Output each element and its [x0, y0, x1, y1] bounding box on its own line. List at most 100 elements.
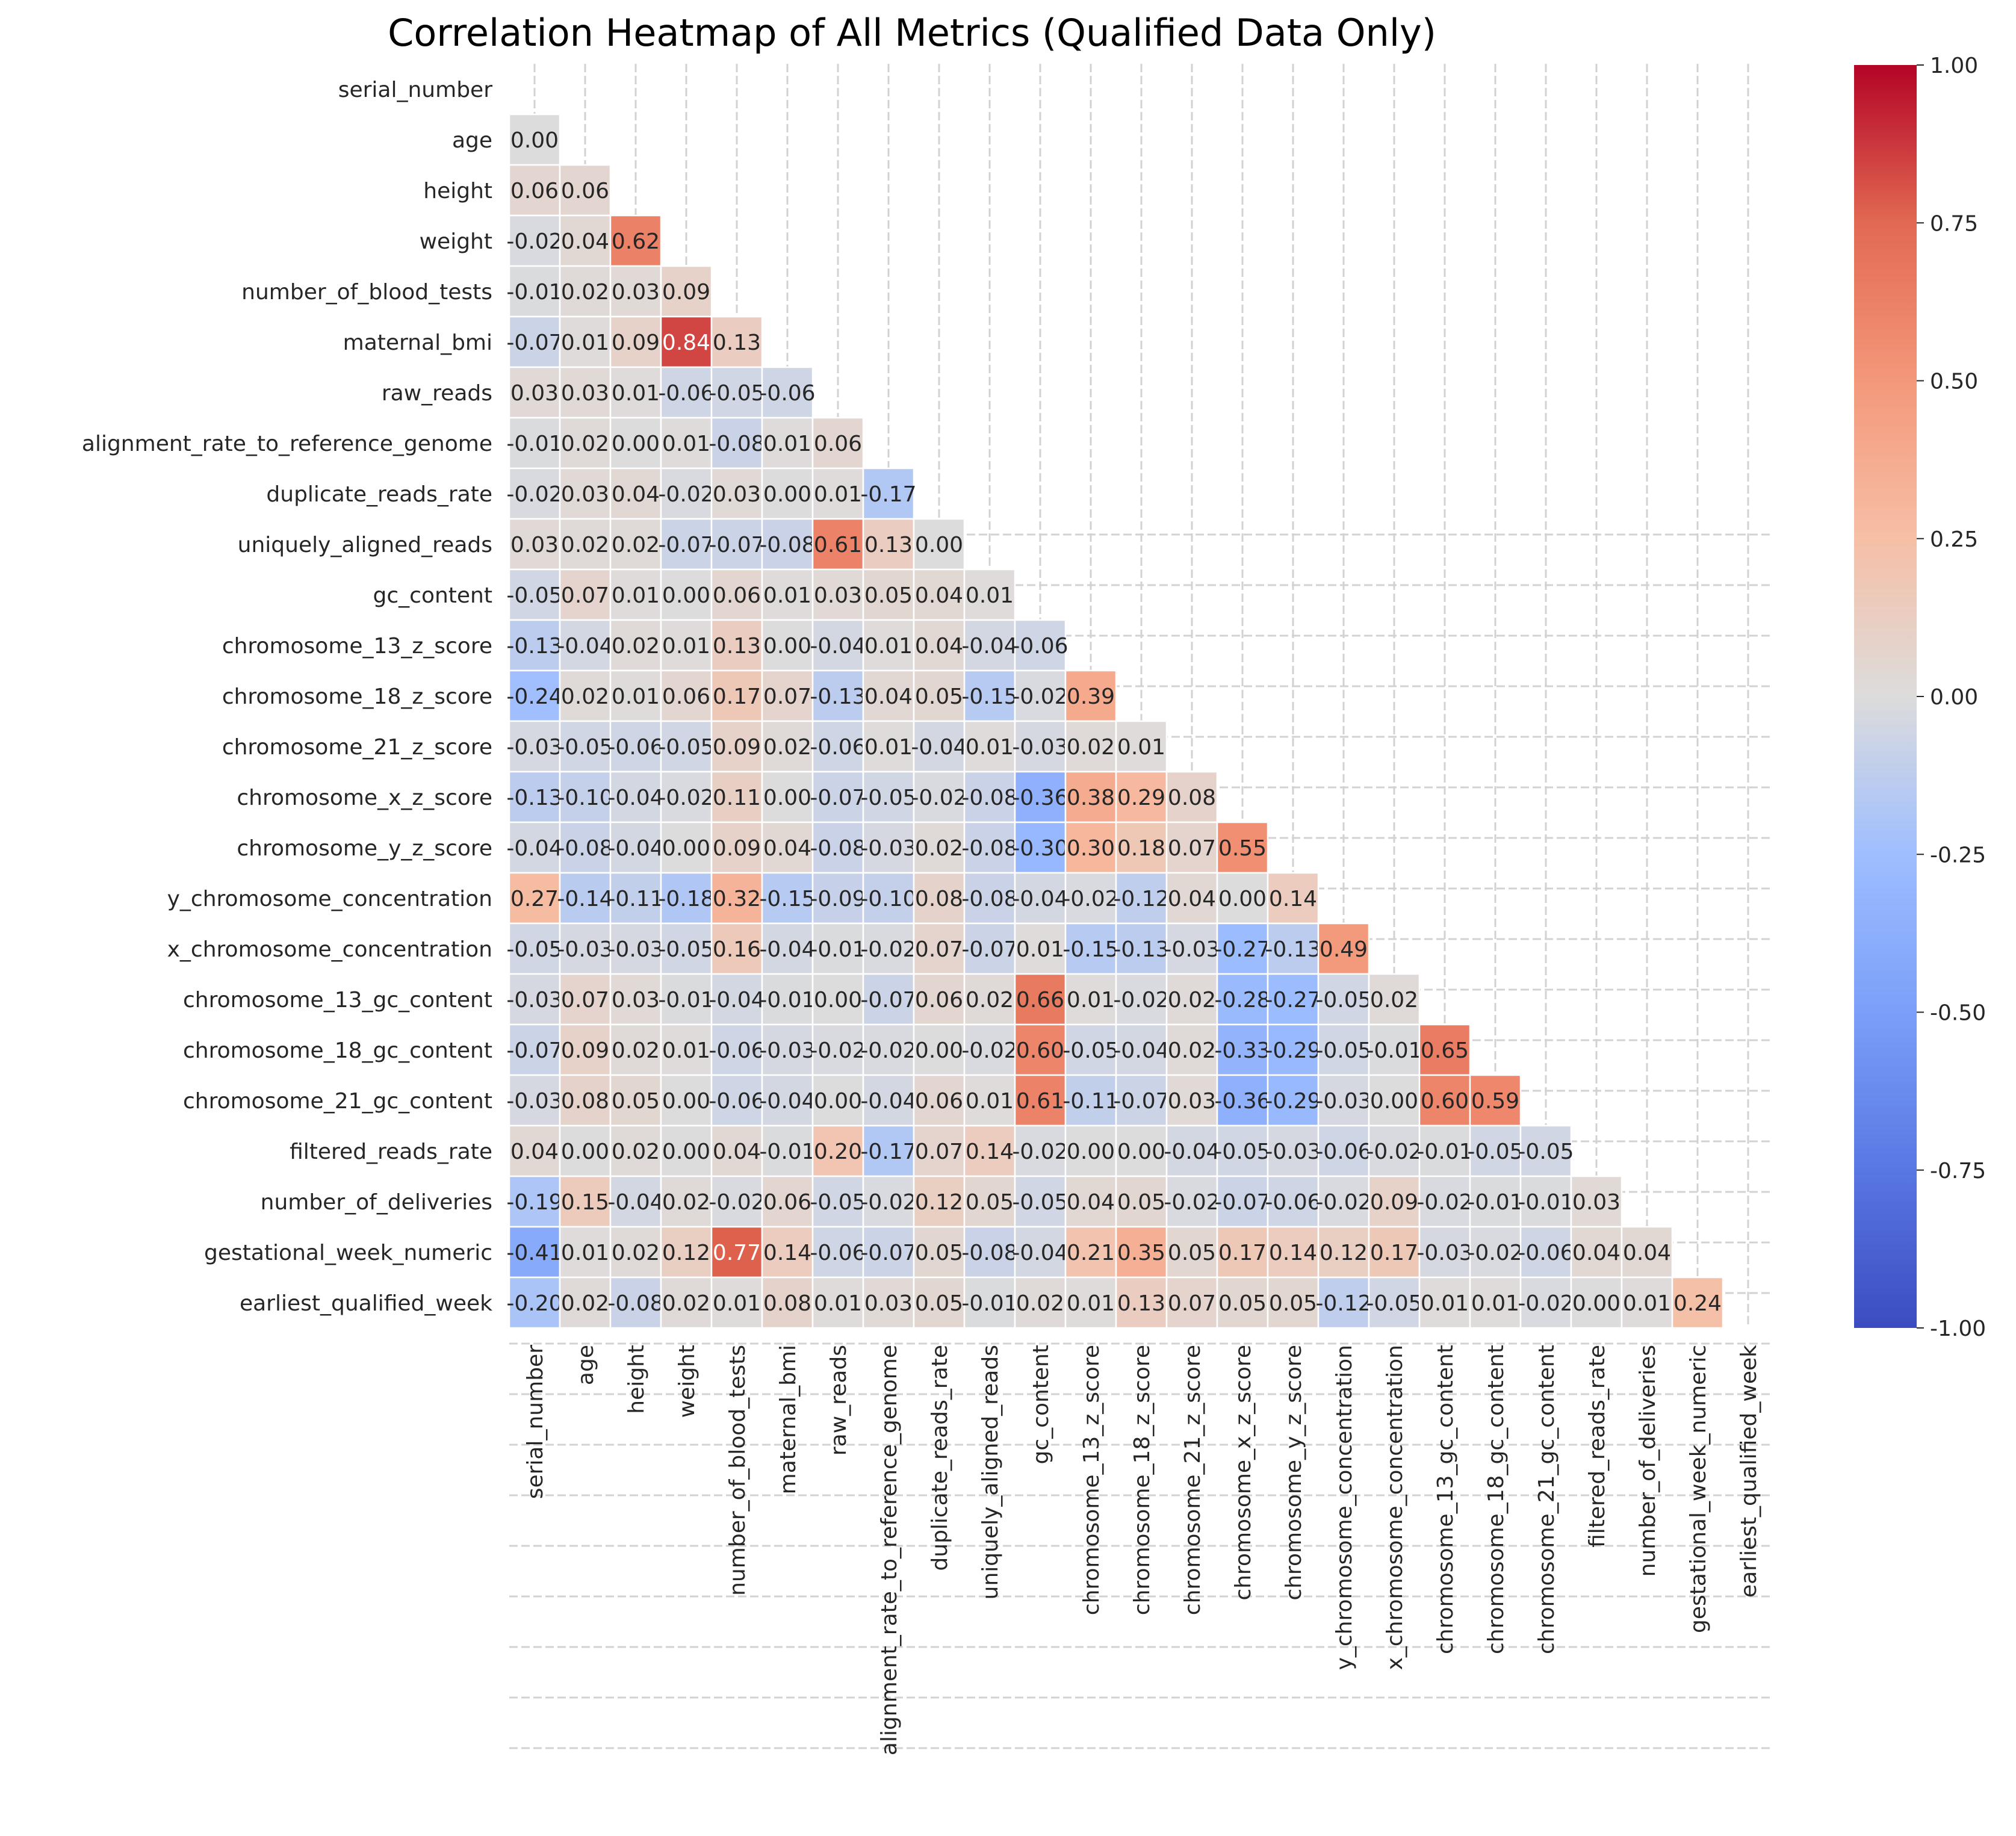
cell-value-label: -0.13 [506, 634, 562, 659]
row-label: chromosome_13_gc_content [183, 988, 492, 1013]
cell-value-label: -0.30 [1012, 836, 1068, 861]
cell-value-label: 0.09 [713, 735, 761, 760]
heatmap-cell [1267, 1226, 1320, 1279]
heatmap-cell [710, 1276, 763, 1329]
heatmap-cell [1570, 1175, 1623, 1228]
heatmap-cell [811, 619, 864, 672]
heatmap-cell [559, 315, 612, 368]
heatmap-cell [1115, 1023, 1168, 1076]
cell-value-label: -0.05 [658, 735, 714, 760]
heatmap-cell [963, 1023, 1016, 1076]
cell-value-label: -0.01 [759, 1140, 815, 1164]
cell-value-label: 0.02 [966, 988, 1014, 1013]
cell-value-label: 0.03 [1168, 1089, 1216, 1114]
cell-value-label: 0.02 [1016, 1291, 1064, 1316]
heatmap-cell [660, 821, 713, 874]
heatmap-cell [913, 518, 966, 571]
heatmap-cell [609, 568, 662, 621]
cell-value-label: 0.00 [612, 432, 660, 456]
cell-value-label: -0.29 [1265, 1089, 1321, 1114]
cell-value-label: 0.14 [763, 1241, 811, 1265]
heatmap-cell [559, 265, 612, 318]
cell-value-label: 0.05 [915, 1291, 963, 1316]
heatmap-cell [913, 1074, 966, 1127]
row-label: serial_number [338, 78, 492, 102]
cell-value-label: 0.17 [1218, 1241, 1267, 1265]
cell-value-label: 0.09 [713, 836, 761, 861]
heatmap-cell [559, 214, 612, 267]
heatmap-cell [963, 1175, 1016, 1228]
cell-value-label: 0.02 [561, 684, 609, 709]
heatmap-cell [1165, 1124, 1218, 1177]
heatmap-cell [1216, 1074, 1269, 1127]
cell-value-label: 0.06 [814, 432, 862, 456]
cell-value-label: 0.04 [915, 634, 963, 659]
cell-value-label: -0.17 [860, 1140, 916, 1164]
cell-value-label: 0.01 [1016, 937, 1064, 962]
heatmap-cell [508, 922, 561, 975]
cell-value-label: -0.17 [860, 482, 916, 507]
cell-value-label: 0.02 [915, 836, 963, 861]
cell-value-label: 0.04 [612, 482, 660, 507]
heatmap-cell [913, 821, 966, 874]
heatmap-cell [1469, 1175, 1522, 1228]
cell-value-label: 0.01 [662, 1038, 710, 1063]
heatmap-cell [761, 771, 814, 823]
cell-value-label: 0.30 [1067, 836, 1115, 861]
cell-value-label: -0.07 [1113, 1089, 1169, 1114]
row-label: height [423, 179, 492, 203]
heatmap-cell [1368, 973, 1421, 1026]
heatmap-cell [811, 872, 864, 925]
cell-value-label: 0.02 [612, 533, 660, 557]
row-label: gestational_week_numeric [204, 1241, 492, 1265]
column-label: duplicate_reads_rate [928, 1345, 952, 1571]
heatmap-cell [913, 1175, 966, 1228]
cell-value-label: -0.07 [810, 786, 866, 810]
cell-value-label: 0.01 [763, 583, 811, 608]
cell-value-label: 0.01 [612, 381, 660, 406]
cell-value-label: -0.08 [961, 887, 1017, 911]
row-label: chromosome_21_z_score [222, 735, 492, 760]
heatmap-cell [508, 568, 561, 621]
cell-value-label: -0.06 [810, 1241, 866, 1265]
colorbar-tick-label: -0.25 [1930, 843, 1986, 867]
cell-value-label: 0.00 [915, 533, 963, 557]
cell-value-label: 0.01 [561, 1241, 609, 1265]
row-label: earliest_qualified_week [240, 1291, 492, 1316]
heatmap-cell [1317, 1023, 1370, 1076]
heatmap-cell [963, 619, 1016, 672]
row-label: chromosome_y_z_score [237, 836, 492, 861]
colorbar-tick-label: -1.00 [1930, 1317, 1986, 1341]
heatmap-cell [559, 872, 612, 925]
row-label: y_chromosome_concentration [167, 887, 492, 911]
cell-value-label: 0.07 [561, 988, 609, 1013]
cell-value-label: -0.04 [607, 786, 663, 810]
cell-value-label: 0.15 [561, 1190, 609, 1215]
row-label: duplicate_reads_rate [266, 482, 492, 507]
heatmap-cell [1014, 1074, 1067, 1127]
cell-value-label: -0.08 [961, 786, 1017, 810]
cell-value-label: 0.39 [1067, 684, 1115, 709]
heatmap-cell [710, 417, 763, 470]
cell-value-label: -0.18 [658, 887, 714, 911]
cell-value-label: -0.36 [1012, 786, 1068, 810]
cell-value-label: 0.01 [1421, 1291, 1469, 1316]
row-label: uniquely_aligned_reads [238, 533, 492, 557]
cell-value-label: 0.07 [915, 937, 963, 962]
heatmap-cell [660, 467, 713, 520]
heatmap-cell [559, 1226, 612, 1279]
heatmap-cell [1115, 872, 1168, 925]
heatmap-cell [609, 214, 662, 267]
heatmap-cell [761, 1175, 814, 1228]
cell-value-label: 0.00 [662, 836, 710, 861]
cell-value-label: -0.03 [1164, 937, 1220, 962]
column-label: gc_content [1029, 1345, 1053, 1464]
cell-value-label: -0.12 [1113, 887, 1169, 911]
heatmap-cell [710, 467, 763, 520]
cell-value-label: -0.05 [810, 1190, 866, 1215]
cell-value-label: 0.29 [1117, 786, 1165, 810]
column-label: chromosome_x_z_score [1231, 1345, 1256, 1601]
heatmap-cell [1216, 1226, 1269, 1279]
cell-value-label: 0.01 [814, 482, 862, 507]
cell-value-label: -0.06 [1315, 1140, 1371, 1164]
